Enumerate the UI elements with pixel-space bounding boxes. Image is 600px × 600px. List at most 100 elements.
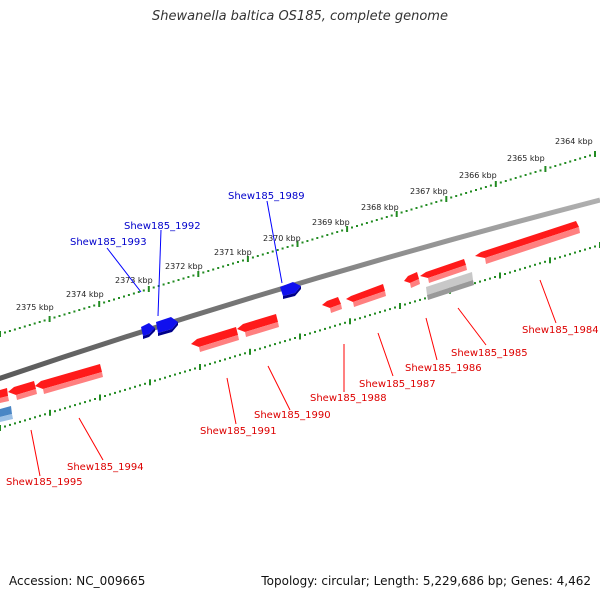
ruler-minor-tick xyxy=(594,245,596,248)
gene-feature[interactable] xyxy=(426,272,474,300)
ruler-minor-tick xyxy=(569,253,571,256)
ruler-minor-tick xyxy=(84,401,86,404)
ruler-minor-tick xyxy=(404,303,406,306)
ruler-minor-tick xyxy=(23,325,26,328)
gene-label[interactable]: Shew185_1990 xyxy=(254,410,331,421)
ruler-minor-tick xyxy=(564,162,567,164)
ruler-minor-tick xyxy=(202,271,205,274)
ruler-minor-tick xyxy=(539,262,541,265)
ruler-minor-tick xyxy=(118,297,120,299)
gene-feature[interactable] xyxy=(322,297,342,313)
ruler-minor-tick xyxy=(370,220,373,223)
gene-feature[interactable] xyxy=(191,327,239,352)
ruler-minor-tick xyxy=(132,292,135,295)
ruler-minor-tick xyxy=(169,375,171,378)
ruler-minor-tick xyxy=(237,261,239,263)
ruler-minor-tick xyxy=(177,279,180,281)
ruler-minor-tick xyxy=(266,252,269,254)
gene-label[interactable]: Shew185_1991 xyxy=(200,426,277,437)
gene-label[interactable]: Shew185_1992 xyxy=(124,221,201,232)
ruler-minor-tick xyxy=(269,344,271,347)
gene-feature[interactable] xyxy=(0,406,13,422)
ruler-minor-tick xyxy=(259,347,261,350)
ruler-minor-tick xyxy=(222,265,225,268)
gene-feature[interactable] xyxy=(420,259,467,283)
gene-feature[interactable] xyxy=(156,317,178,336)
ruler-minor-tick xyxy=(79,402,81,405)
ruler-major-tick xyxy=(147,286,150,292)
ruler-minor-tick xyxy=(159,378,161,381)
ruler-minor-tick xyxy=(232,262,234,265)
gene-feature[interactable] xyxy=(346,284,386,307)
ruler-minor-tick xyxy=(504,273,506,275)
gene-feature[interactable] xyxy=(0,388,9,403)
ruler-minor-tick xyxy=(289,338,291,341)
gene-label[interactable]: Shew185_1984 xyxy=(522,325,599,336)
ruler-minor-tick xyxy=(589,154,591,157)
ruler-major-tick xyxy=(549,257,551,264)
ruler-minor-tick xyxy=(499,181,502,184)
gene-label[interactable]: Shew185_1989 xyxy=(228,191,305,202)
gene-feature[interactable] xyxy=(404,272,420,288)
tick-label-2375: 2375 kbp xyxy=(16,303,54,312)
ruler-minor-tick xyxy=(389,308,391,311)
ruler-minor-tick xyxy=(261,253,264,256)
ruler-minor-tick xyxy=(43,319,46,322)
ruler-minor-tick xyxy=(39,414,41,417)
ruler-minor-tick xyxy=(384,309,386,312)
ruler-minor-tick xyxy=(144,382,146,385)
ruler-minor-tick xyxy=(414,300,416,303)
ruler-minor-tick xyxy=(375,219,378,221)
ruler-minor-tick xyxy=(489,184,492,187)
gene-feature[interactable] xyxy=(280,282,301,299)
ruler-minor-tick xyxy=(559,256,561,259)
tick-label-2371: 2371 kbp xyxy=(214,248,252,257)
gene-labels: Shew185_1989 Shew185_1992 Shew185_1993 S… xyxy=(6,191,599,488)
ruler-minor-tick xyxy=(419,298,421,301)
ruler-minor-tick xyxy=(68,312,71,314)
ruler-minor-tick xyxy=(519,175,522,178)
ruler-minor-tick xyxy=(88,306,91,308)
ruler-minor-tick xyxy=(579,250,581,253)
gene-label[interactable]: Shew185_1994 xyxy=(67,462,144,473)
gene-label[interactable]: Shew185_1986 xyxy=(405,363,482,374)
gene-label[interactable]: Shew185_1985 xyxy=(451,348,528,359)
ruler-minor-tick xyxy=(534,171,537,173)
ruler-major-tick xyxy=(0,331,1,337)
ruler-minor-tick xyxy=(89,399,91,402)
ruler-minor-tick xyxy=(559,163,562,166)
ruler-minor-tick xyxy=(182,277,185,280)
ruler-minor-tick xyxy=(470,190,472,193)
ruler-minor-tick xyxy=(504,180,507,182)
gene-label[interactable]: Shew185_1995 xyxy=(6,477,83,488)
ruler-minor-tick xyxy=(589,247,591,250)
ruler-minor-tick xyxy=(334,324,336,327)
ruler-minor-tick xyxy=(134,385,136,388)
ruler-major-tick xyxy=(399,303,401,309)
ruler-major-tick xyxy=(349,318,351,325)
ruler-minor-tick xyxy=(359,317,361,320)
ruler-minor-tick xyxy=(529,172,532,175)
gene-label[interactable]: Shew185_1987 xyxy=(359,379,436,390)
ruler-minor-tick xyxy=(309,332,311,335)
ruler-minor-tick xyxy=(385,216,388,218)
gene-feature[interactable] xyxy=(35,364,103,394)
ruler-minor-tick xyxy=(440,199,443,202)
gene-feature[interactable] xyxy=(237,314,279,337)
ruler-minor-tick xyxy=(544,260,546,263)
gene-feature[interactable] xyxy=(141,323,155,339)
ruler-minor-tick xyxy=(13,328,16,331)
ruler-minor-tick xyxy=(83,307,86,310)
ruler-minor-tick xyxy=(192,274,195,277)
gene-label[interactable]: Shew185_1993 xyxy=(70,237,147,248)
ruler-minor-tick xyxy=(94,398,96,400)
ruler-major-tick xyxy=(48,316,51,322)
gene-label[interactable]: Shew185_1988 xyxy=(310,393,387,404)
gene-feature[interactable] xyxy=(8,381,37,400)
ruler-minor-tick xyxy=(34,416,36,419)
ruler-minor-tick xyxy=(164,376,166,379)
ruler-minor-tick xyxy=(54,410,56,413)
ruler-minor-tick xyxy=(489,277,491,280)
gene-feature[interactable] xyxy=(475,221,580,264)
ruler-minor-tick xyxy=(554,257,556,260)
